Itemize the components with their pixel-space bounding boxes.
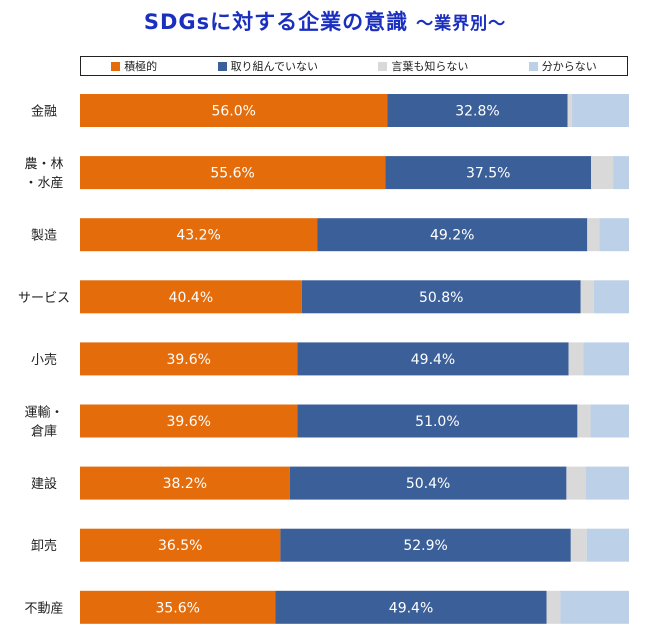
bar-segment-unknown (599, 218, 629, 252)
data-label: 52.9% (403, 538, 447, 554)
bar-segment-not-working (385, 156, 592, 190)
bar-segment-not-working (297, 342, 569, 376)
bar-segment-unknown (585, 466, 629, 500)
bar-segment-not-working (317, 218, 588, 252)
bar-segment-active (80, 590, 276, 624)
category-label: 卸売 (31, 538, 57, 554)
bar-segment-unknown (571, 94, 629, 127)
data-label: 49.2% (430, 228, 474, 244)
data-label: 36.5% (158, 538, 202, 554)
bar-segment-active (80, 218, 318, 252)
data-label: 50.4% (406, 476, 450, 492)
bar-segment-active (80, 156, 386, 190)
data-label: 35.6% (155, 600, 199, 616)
data-label: 56.0% (211, 104, 255, 120)
bar-segment-unknown (593, 280, 629, 314)
category-label: 農・林 (24, 157, 63, 172)
bar-segment-active (80, 528, 281, 562)
title-main: SDGsに対する企業の意識 (143, 10, 409, 34)
data-label: 37.5% (466, 166, 510, 182)
category-label: 小売 (31, 352, 57, 368)
bar-segment-unaware (567, 94, 572, 127)
bar-segment-not-working (289, 466, 567, 500)
legend-item-unaware: 言葉も知らない (378, 58, 468, 74)
bar-segment-not-working (387, 94, 568, 127)
category-label: 製造 (31, 229, 57, 244)
category-label: サービス (18, 291, 70, 306)
bar-segment-unaware (566, 466, 586, 500)
legend-item-not-working: 取り組んでいない (217, 58, 319, 74)
data-label: 43.2% (176, 228, 220, 244)
legend-swatch-unaware (378, 61, 388, 71)
legend-label-unknown: 分からない (541, 60, 597, 73)
data-label: 39.6% (166, 352, 210, 368)
bar-segment-not-working (301, 280, 581, 314)
data-label: 49.4% (411, 352, 455, 368)
legend-swatch-not-working (217, 61, 227, 71)
data-label: 50.8% (419, 290, 463, 306)
bar-segment-unaware (568, 342, 584, 376)
bar-segment-active (80, 404, 298, 438)
bar-segment-not-working (275, 590, 547, 624)
bar-segment-unaware (591, 156, 614, 190)
data-label: 38.2% (163, 476, 207, 492)
category-label: 運輸・ (24, 406, 63, 421)
bar-segment-unknown (583, 342, 629, 376)
category-label: 金融 (31, 104, 57, 120)
category-label: ・水産 (24, 175, 63, 191)
legend-label-active: 積極的 (124, 60, 158, 73)
data-label: 40.4% (169, 290, 213, 306)
legend-item-unknown: 分からない (528, 58, 597, 74)
category-label: 不動産 (24, 600, 63, 616)
legend-item-active: 積極的 (111, 58, 157, 74)
legend-swatch-unknown (528, 61, 538, 71)
bar-segment-unknown (586, 528, 629, 562)
data-label: 55.6% (210, 166, 254, 182)
legend-label-not-working: 取り組んでいない (230, 60, 319, 73)
bar-segment-unknown (590, 404, 629, 438)
bar-segment-unaware (570, 528, 587, 562)
bar-segment-not-working (297, 404, 578, 438)
bar-segment-unaware (546, 590, 561, 624)
bar-segment-unknown (613, 156, 629, 190)
chart-title: SDGsに対する企業の意識 ～業界別～ (0, 6, 650, 36)
bar-segment-active (80, 342, 298, 376)
legend-swatch-active (111, 61, 121, 71)
legend: 積極的 取り組んでいない 言葉も知らない 分からない (80, 56, 628, 76)
data-label: 32.8% (455, 104, 499, 120)
data-label: 49.4% (389, 600, 433, 616)
title-sub: ～業界別～ (416, 14, 507, 34)
data-label: 39.6% (166, 414, 210, 430)
bar-segment-unaware (577, 404, 591, 438)
bar-segment-active (80, 466, 290, 500)
legend-label-unaware: 言葉も知らない (391, 60, 469, 73)
bar-segment-active (80, 280, 302, 314)
bar-segment-unaware (580, 280, 594, 314)
bar-segment-unknown (560, 590, 629, 624)
bar-segment-active (80, 94, 388, 127)
data-label: 51.0% (415, 414, 459, 430)
category-label: 倉庫 (31, 425, 57, 440)
category-label: 建設 (31, 476, 57, 492)
bar-segment-unaware (587, 218, 600, 252)
bar-segment-not-working (280, 528, 571, 562)
